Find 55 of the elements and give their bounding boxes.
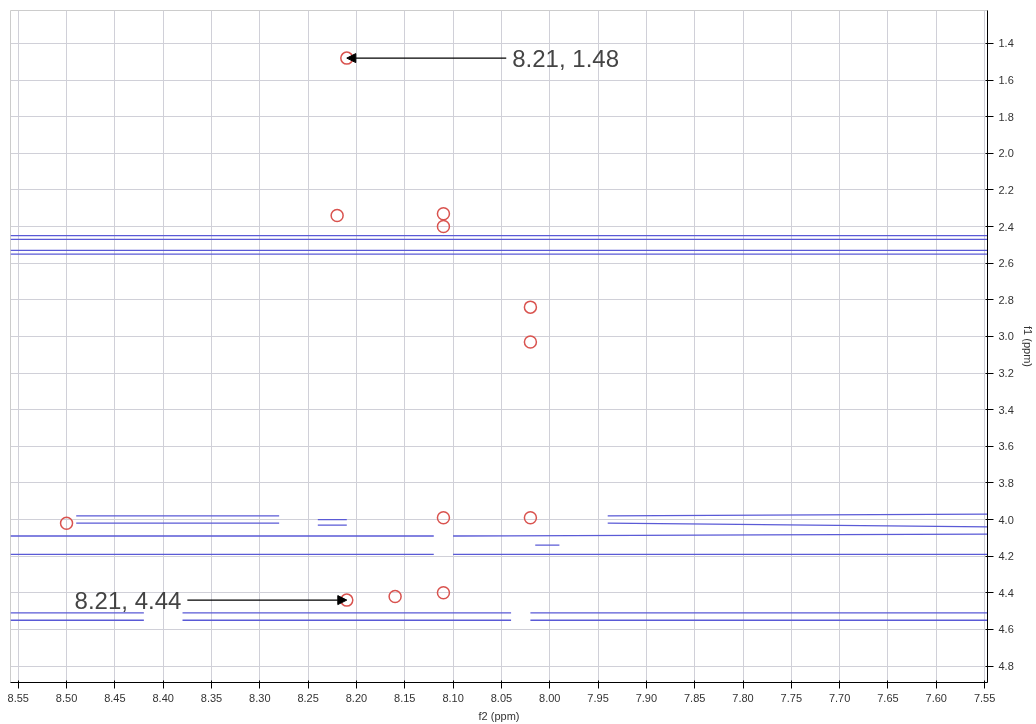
y-tick-label: 3.2 bbox=[998, 367, 1014, 380]
y-tick-label: 4.6 bbox=[998, 623, 1014, 636]
point bbox=[388, 589, 402, 604]
x-tick-label: 8.45 bbox=[104, 691, 126, 704]
point bbox=[436, 510, 451, 525]
x-tick-label: 8.15 bbox=[394, 691, 416, 704]
x-tick-label: 8.25 bbox=[297, 691, 319, 704]
point bbox=[59, 516, 74, 530]
point bbox=[436, 219, 451, 234]
x-tick-label: 7.80 bbox=[732, 691, 754, 704]
x-tick-label: 8.55 bbox=[7, 691, 29, 704]
x-tick-label: 7.90 bbox=[635, 691, 658, 704]
annotation: 8.21, 1.48 bbox=[512, 44, 620, 72]
x-tick-label: 8.35 bbox=[200, 691, 223, 704]
y-axis-title: f1 (ppm) bbox=[1021, 326, 1034, 367]
point bbox=[523, 510, 538, 525]
point bbox=[330, 208, 344, 223]
x-tick-label: 8.20 bbox=[345, 691, 368, 704]
x-tick-label: 8.40 bbox=[152, 691, 174, 704]
x-tick-label: 8.05 bbox=[490, 691, 513, 704]
x-tick-label: 7.95 bbox=[587, 691, 609, 704]
y-tick-label: 1.8 bbox=[998, 110, 1014, 123]
point bbox=[340, 51, 354, 65]
y-tick-label: 1.4 bbox=[998, 37, 1014, 50]
y-tick-label: 4.0 bbox=[998, 513, 1014, 526]
y-tick-label: 2.0 bbox=[998, 147, 1014, 160]
y-tick-label: 2.6 bbox=[998, 257, 1014, 270]
y-tick-label: 2.4 bbox=[998, 220, 1014, 233]
x-tick-label: 8.50 bbox=[55, 691, 78, 704]
x-axis-title: f2 (ppm) bbox=[478, 709, 520, 722]
point bbox=[523, 300, 538, 314]
y-tick-label: 4.2 bbox=[998, 550, 1014, 563]
y-tick-label: 2.8 bbox=[998, 293, 1014, 306]
x-tick-label: 7.65 bbox=[877, 691, 899, 704]
x-tick-label: 7.60 bbox=[925, 691, 947, 704]
y-tick-label: 3.4 bbox=[998, 403, 1014, 416]
x-tick-label: 7.70 bbox=[828, 691, 851, 704]
x-tick-label: 7.85 bbox=[683, 691, 706, 704]
y-tick-label: 3.0 bbox=[998, 330, 1014, 343]
x-tick-label: 8.10 bbox=[442, 691, 464, 704]
x-tick-label: 8.30 bbox=[249, 691, 271, 704]
point bbox=[436, 586, 451, 600]
y-tick-label: 4.4 bbox=[998, 586, 1014, 599]
y-tick-label: 1.6 bbox=[998, 74, 1014, 87]
point bbox=[340, 593, 354, 607]
y-tick-label: 3.8 bbox=[998, 476, 1014, 489]
y-tick-label: 4.8 bbox=[998, 660, 1014, 673]
annotation: 8.21, 4.44 bbox=[74, 586, 182, 614]
x-tick-label: 7.55 bbox=[973, 691, 996, 704]
y-tick-label: 3.6 bbox=[998, 440, 1014, 453]
y-tick-label: 2.2 bbox=[998, 183, 1014, 196]
x-tick-label: 7.75 bbox=[780, 691, 803, 704]
point bbox=[523, 335, 538, 349]
x-tick-label: 8.00 bbox=[539, 691, 561, 704]
point bbox=[436, 207, 451, 221]
